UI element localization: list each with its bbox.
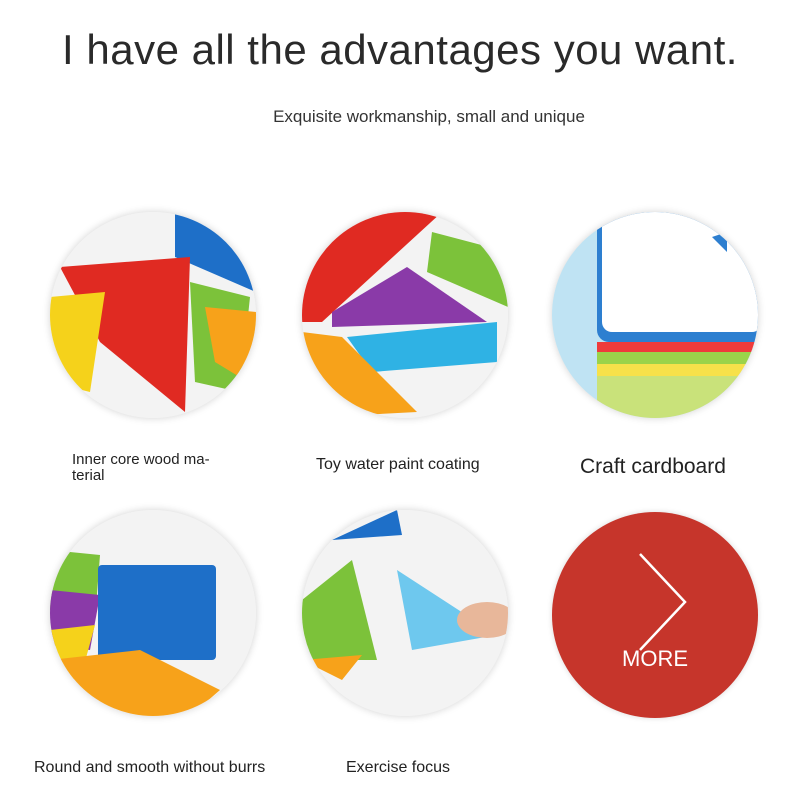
wood-material-image <box>50 212 256 418</box>
cardboard-image <box>552 212 758 418</box>
more-button[interactable]: MORE <box>552 512 758 718</box>
paint-coating-image <box>302 212 508 418</box>
more-button-label: MORE <box>622 646 688 671</box>
page-title: I have all the advantages you want. <box>62 26 738 73</box>
feature-label-smooth: Round and smooth without burrs <box>34 759 266 776</box>
page-subtitle: Exquisite workmanship, small and unique <box>273 107 585 126</box>
focus-image <box>302 510 508 716</box>
feature-label-focus: Exercise focus <box>346 759 451 776</box>
feature-label-paint: Toy water paint coating <box>316 456 480 473</box>
feature-label-cardboard: Craft cardboard <box>580 455 726 478</box>
feature-label-wood: Inner core wood ma- terial <box>72 451 210 484</box>
chevron-right-icon <box>639 553 687 651</box>
smooth-edges-image <box>50 510 256 716</box>
